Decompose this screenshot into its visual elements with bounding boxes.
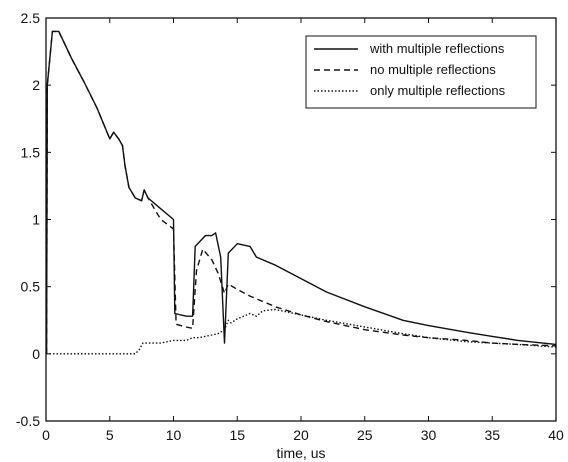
y-tick-label: 2.5	[21, 10, 41, 26]
legend-box	[305, 35, 537, 109]
series-line-3	[46, 308, 557, 355]
legend-label-1: with multiple reflections	[369, 41, 505, 56]
x-tick-label: 5	[106, 427, 114, 443]
y-tick-label: 2	[32, 77, 40, 93]
y-tick-label: -0.5	[16, 413, 40, 429]
x-tick-label: 30	[421, 427, 437, 443]
legend-label-3: only multiple reflections	[370, 83, 506, 98]
x-tick-label: 20	[293, 427, 309, 443]
x-tick-label: 25	[357, 427, 373, 443]
x-axis-label: time, us	[276, 445, 325, 461]
x-tick-label: 40	[548, 427, 564, 443]
x-tick-label: 10	[166, 427, 182, 443]
y-tick-label: 1	[32, 212, 40, 228]
axis-ticks	[45, 17, 557, 422]
y-tick-label: 0	[32, 346, 40, 362]
axis-tick-labels: 0 5 10 15 20 25 30 35 40-0.500.511.522.5	[16, 10, 564, 443]
legend-label-2: no multiple reflections	[370, 62, 496, 77]
y-tick-label: 1.5	[21, 144, 41, 160]
x-tick-label: 15	[229, 427, 245, 443]
y-tick-label: 0.5	[21, 279, 41, 295]
legend: with multiple reflections no multiple ref…	[305, 35, 537, 109]
series-layer	[45, 30, 557, 355]
x-tick-label: 35	[484, 427, 500, 443]
x-tick-label: 0	[42, 427, 50, 443]
series-line-2	[45, 30, 557, 354]
